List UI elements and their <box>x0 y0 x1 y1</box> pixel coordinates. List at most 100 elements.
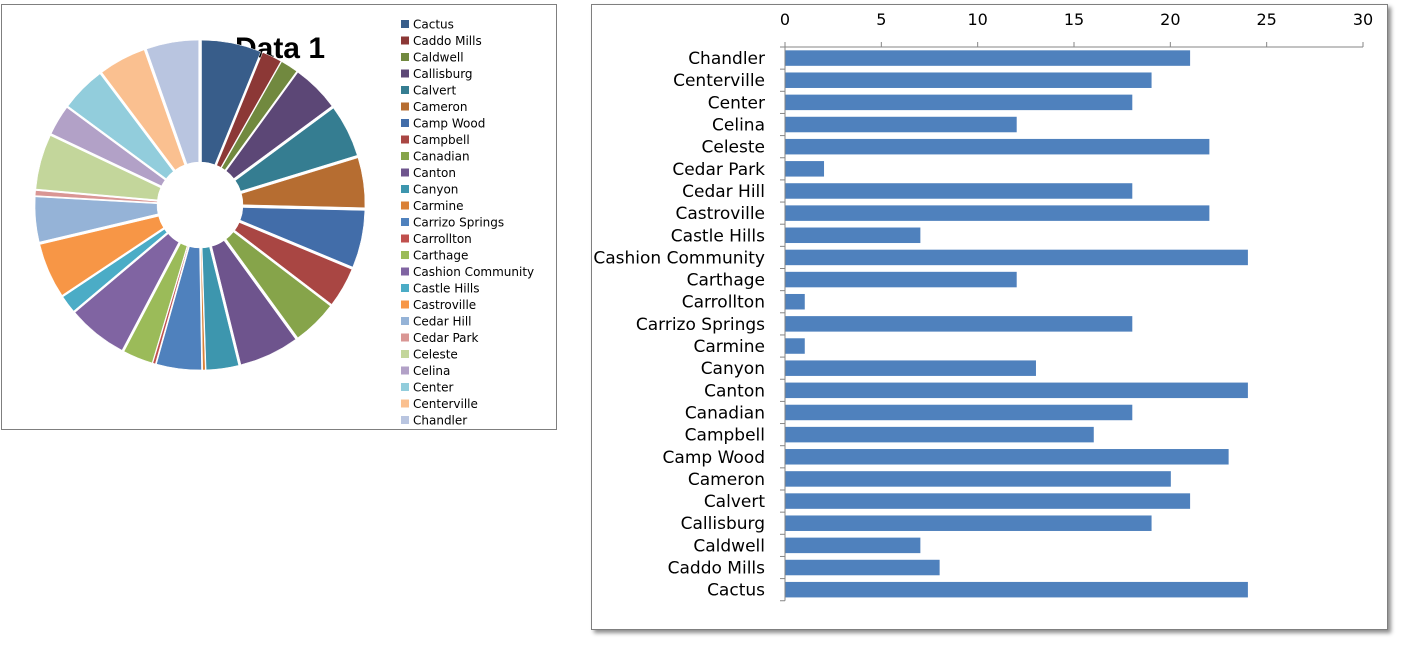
pie-slice-cashion-community <box>74 233 180 351</box>
bar-calvert <box>785 493 1191 509</box>
legend-label-chandler: Chandler <box>413 414 467 428</box>
legend-label-canadian: Canadian <box>413 150 470 164</box>
category-label-carthage: Carthage <box>687 271 765 291</box>
category-label-castle-hills: Castle Hills <box>671 226 765 246</box>
bar-caddo-mills <box>785 559 940 576</box>
pie-slice-canyon <box>201 246 239 371</box>
legend-label-cactus: Cactus <box>413 18 454 32</box>
x-tick-label: 25 <box>1256 10 1276 29</box>
bar-cedar-hill <box>785 183 1133 199</box>
legend-swatch-cedar-park <box>401 333 409 342</box>
category-label-centerville: Centerville <box>673 71 765 91</box>
legend-label-carmine: Carmine <box>413 199 463 213</box>
category-label-calvert: Calvert <box>704 492 766 512</box>
pie-slice-castroville <box>39 215 164 296</box>
legend-label-callisburg: Callisburg <box>413 67 473 81</box>
pie-slice-carrizo-springs <box>156 246 202 371</box>
category-label-canadian: Canadian <box>685 403 765 423</box>
bar-carrollton <box>785 293 805 310</box>
category-label-carrollton: Carrollton <box>682 293 765 313</box>
category-label-canyon: Canyon <box>701 359 765 379</box>
legend-label-castroville: Castroville <box>413 298 476 312</box>
legend-swatch-camp-wood <box>401 119 409 127</box>
legend-label-campbell: Campbell <box>413 133 470 147</box>
legend-swatch-caddo-mills <box>401 36 409 45</box>
category-label-castroville: Castroville <box>675 204 765 224</box>
bar-chandler <box>785 50 1191 66</box>
bar-canadian <box>785 404 1133 421</box>
legend-swatch-castroville <box>401 300 409 309</box>
pie-slice-callisburg <box>225 71 333 179</box>
pie-slice-celeste <box>35 135 161 201</box>
bar-callisburg <box>785 515 1152 531</box>
pie-slice-calvert <box>234 107 358 192</box>
legend-swatch-calvert <box>401 86 409 94</box>
category-label-carmine: Carmine <box>694 337 766 357</box>
legend-swatch-cedar-hill <box>401 317 409 325</box>
bar-centerville <box>785 72 1152 88</box>
pie-slice-center <box>67 73 174 179</box>
legend-label-calvert: Calvert <box>413 84 456 98</box>
legend-swatch-carmine <box>401 201 409 210</box>
pie-slice-cactus <box>201 39 262 166</box>
category-label-celina: Celina <box>712 116 765 136</box>
pie-slice-camp-wood <box>239 207 366 268</box>
legend-label-caldwell: Caldwell <box>413 51 464 65</box>
legend-label-cashion-community: Cashion Community <box>413 265 534 279</box>
pie-slice-cedar-park <box>35 190 158 203</box>
category-label-cedar-hill: Cedar Hill <box>682 182 765 202</box>
bar-campbell <box>785 426 1094 443</box>
pie-slice-canadian <box>225 231 331 339</box>
legend-swatch-celina <box>401 366 409 375</box>
category-label-center: Center <box>708 93 765 113</box>
x-tick-label: 20 <box>1160 10 1180 29</box>
category-label-cameron: Cameron <box>688 470 765 490</box>
legend-label-carrizo-springs: Carrizo Springs <box>413 216 504 230</box>
legend-swatch-chandler <box>401 416 409 424</box>
legend-label-castle-hills: Castle Hills <box>413 282 480 296</box>
category-label-celeste: Celeste <box>702 138 766 158</box>
legend-label-center: Center <box>413 381 453 395</box>
legend-swatch-caldwell <box>401 53 409 61</box>
category-label-cashion-community: Cashion Community <box>593 248 765 268</box>
legend-label-carrollton: Carrollton <box>413 232 472 246</box>
bar-center <box>785 94 1133 111</box>
pie-slice-chandler <box>146 39 199 165</box>
bar-celeste <box>785 138 1210 155</box>
bar-chart-panel: 0 5 10 15 20 25 30 Chandler Centerville Center Cel… <box>591 4 1388 630</box>
legend-label-cedar-park: Cedar Park <box>413 331 478 345</box>
category-label-carrizo-springs: Carrizo Springs <box>636 315 765 335</box>
bar-canyon <box>785 360 1036 376</box>
legend-swatch-cashion-community <box>401 267 409 276</box>
legend-swatch-celeste <box>401 350 409 358</box>
legend-swatch-carrizo-springs <box>401 218 409 226</box>
bar-canton <box>785 382 1248 399</box>
category-label-cedar-park: Cedar Park <box>672 160 765 180</box>
legend-label-cameron: Cameron <box>413 100 467 114</box>
bar-cameron <box>785 471 1171 487</box>
category-label-campbell: Campbell <box>685 426 765 446</box>
legend-swatch-castle-hills <box>401 284 409 292</box>
category-label-caddo-mills: Caddo Mills <box>668 559 766 579</box>
bar-carthage <box>785 271 1017 288</box>
x-tick-label: 10 <box>967 10 987 29</box>
category-label-callisburg: Callisburg <box>681 514 765 534</box>
pie-slice-caldwell <box>221 61 297 171</box>
legend-swatch-carthage <box>401 251 409 259</box>
legend-swatch-canton <box>401 168 409 177</box>
pie-slice-celina <box>50 107 166 187</box>
bar-carrizo-springs <box>785 316 1133 332</box>
legend-label-celeste: Celeste <box>413 348 458 362</box>
pie-slice-carrollton <box>152 245 189 365</box>
pie-chart-panel: Data 1 Cactus Caddo Mills Caldwell Callisbur… <box>1 4 557 430</box>
pie-slice-canton <box>211 240 297 365</box>
bar-cedar-park <box>785 161 825 177</box>
category-label-caldwell: Caldwell <box>693 536 765 556</box>
category-label-camp-wood: Camp Wood <box>663 448 765 468</box>
legend-swatch-canadian <box>401 152 409 160</box>
legend-label-carthage: Carthage <box>413 249 468 263</box>
legend-label-canton: Canton <box>413 166 456 180</box>
legend-swatch-carrollton <box>401 234 409 243</box>
legend-label-caddo-mills: Caddo Mills <box>413 34 482 48</box>
